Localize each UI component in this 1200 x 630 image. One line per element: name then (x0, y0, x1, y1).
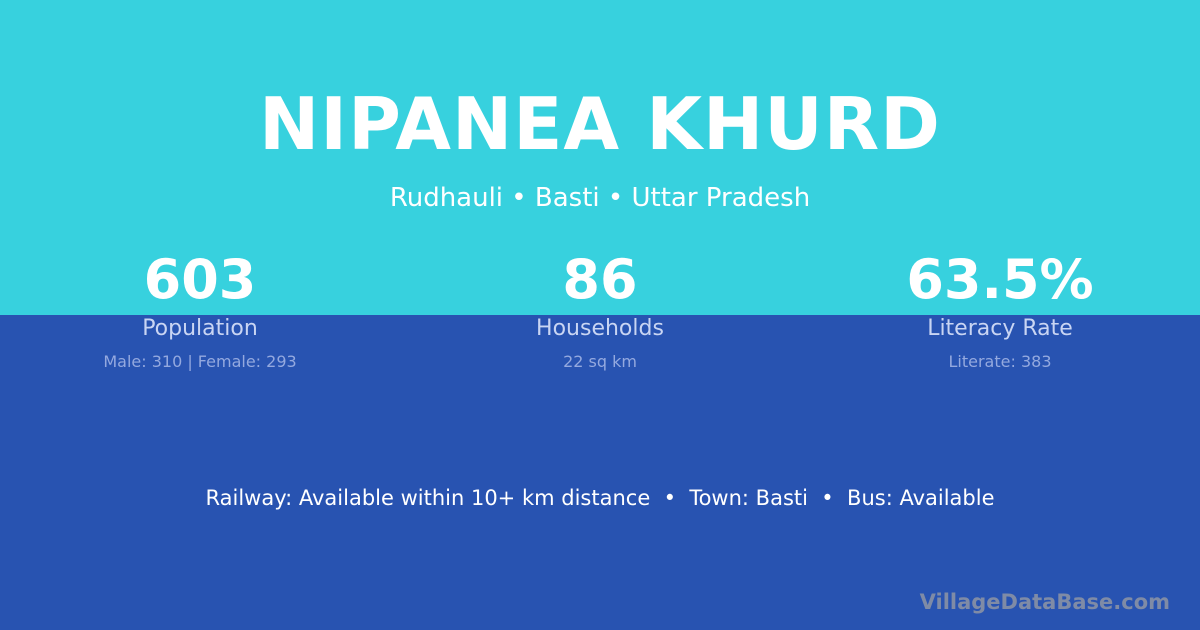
stat-label: Households (536, 316, 664, 341)
stat-detail: Literate: 383 (948, 352, 1052, 371)
transport-info: Railway: Available within 10+ km distanc… (205, 486, 995, 510)
stat-population: 603 Population Male: 310 | Female: 293 (0, 248, 400, 371)
stat-households: 86 Households 22 sq km (400, 248, 800, 371)
stat-value: 603 (143, 248, 257, 311)
location-subtitle: Rudhauli • Basti • Uttar Pradesh (389, 183, 811, 213)
brand-watermark: VillageDataBase.com (919, 590, 1170, 614)
header-band (0, 0, 1200, 315)
stat-label: Literacy Rate (927, 316, 1073, 341)
stat-value: 86 (562, 248, 638, 311)
stat-value: 63.5% (906, 248, 1094, 311)
footer-band (0, 315, 1200, 630)
stat-literacy: 63.5% Literacy Rate Literate: 383 (800, 248, 1200, 371)
village-title: NIPANEA KHURD (259, 82, 941, 166)
stat-label: Population (142, 316, 258, 341)
stat-detail: 22 sq km (563, 352, 637, 371)
stat-detail: Male: 310 | Female: 293 (103, 352, 297, 371)
